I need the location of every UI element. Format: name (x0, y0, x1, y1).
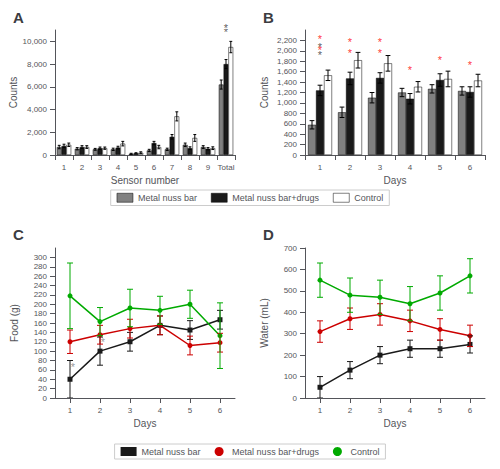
svg-text:3: 3 (378, 163, 383, 172)
svg-text:60: 60 (38, 365, 47, 374)
svg-text:Control: Control (354, 193, 383, 203)
svg-text:8,000: 8,000 (27, 60, 48, 69)
svg-text:0: 0 (293, 151, 298, 160)
svg-text:Days: Days (384, 175, 407, 186)
svg-text:5: 5 (134, 163, 139, 172)
svg-text:100: 100 (34, 347, 48, 356)
svg-text:400: 400 (284, 130, 298, 139)
svg-text:2,000: 2,000 (27, 128, 48, 137)
svg-text:9: 9 (206, 163, 211, 172)
svg-text:700: 700 (284, 244, 298, 253)
svg-text:0: 0 (293, 394, 298, 403)
svg-text:Counts: Counts (259, 77, 270, 109)
svg-text:*: * (438, 54, 443, 66)
svg-text:1,000: 1,000 (277, 98, 298, 107)
svg-text:5: 5 (438, 163, 443, 172)
svg-text:Water (mL): Water (mL) (259, 298, 270, 348)
svg-text:C: C (13, 226, 24, 243)
svg-text:600: 600 (284, 265, 298, 274)
svg-text:Days: Days (134, 418, 157, 429)
svg-text:1,400: 1,400 (277, 78, 298, 87)
svg-text:400: 400 (284, 308, 298, 317)
svg-text:200: 200 (34, 300, 48, 309)
svg-text:2,200: 2,200 (277, 36, 298, 45)
svg-text:2,000: 2,000 (277, 46, 298, 55)
svg-text:140: 140 (34, 328, 48, 337)
svg-text:6: 6 (468, 163, 473, 172)
svg-text:*: * (224, 22, 229, 34)
svg-text:100: 100 (284, 372, 298, 381)
svg-text:6: 6 (468, 406, 473, 415)
svg-text:4: 4 (158, 406, 163, 415)
svg-text:*: * (318, 44, 323, 56)
svg-text:Sensor number: Sensor number (111, 175, 180, 186)
svg-text:280: 280 (34, 262, 48, 271)
svg-text:5: 5 (438, 406, 443, 415)
svg-text:7: 7 (170, 163, 175, 172)
svg-text:Metal nuss bar+drugs: Metal nuss bar+drugs (232, 447, 319, 457)
svg-text:3: 3 (378, 406, 383, 415)
svg-text:10,000: 10,000 (23, 37, 48, 46)
svg-text:200: 200 (284, 351, 298, 360)
svg-text:1: 1 (62, 163, 67, 172)
svg-text:800: 800 (284, 109, 298, 118)
svg-text:6,000: 6,000 (27, 82, 48, 91)
svg-text:500: 500 (284, 286, 298, 295)
svg-text:1: 1 (318, 163, 323, 172)
svg-text:180: 180 (34, 309, 48, 318)
svg-text:1,200: 1,200 (277, 88, 298, 97)
svg-text:*: * (468, 59, 473, 71)
svg-text:300: 300 (284, 329, 298, 338)
svg-text:*: * (101, 336, 106, 348)
svg-text:4,000: 4,000 (27, 105, 48, 114)
svg-text:*: * (378, 47, 383, 59)
svg-text:2: 2 (80, 163, 85, 172)
svg-text:20: 20 (38, 384, 47, 393)
svg-text:1: 1 (68, 406, 73, 415)
svg-text:6: 6 (218, 406, 223, 415)
svg-text:Metal nuss bar: Metal nuss bar (138, 193, 197, 203)
svg-text:Total: Total (218, 163, 235, 172)
svg-text:6: 6 (152, 163, 157, 172)
svg-text:2: 2 (348, 163, 353, 172)
svg-text:2: 2 (348, 406, 353, 415)
svg-text:B: B (263, 9, 274, 26)
svg-text:3: 3 (128, 406, 133, 415)
svg-text:1: 1 (318, 406, 323, 415)
svg-text:*: * (408, 64, 413, 76)
svg-text:160: 160 (34, 319, 48, 328)
svg-text:8: 8 (188, 163, 193, 172)
svg-text:*: * (71, 361, 76, 373)
svg-text:4: 4 (116, 163, 121, 172)
svg-text:D: D (263, 226, 274, 243)
svg-text:240: 240 (34, 281, 48, 290)
svg-text:600: 600 (284, 119, 298, 128)
svg-text:1,800: 1,800 (277, 57, 298, 66)
svg-text:220: 220 (34, 290, 48, 299)
svg-text:5: 5 (188, 406, 193, 415)
svg-text:4: 4 (408, 406, 413, 415)
svg-text:Counts: Counts (8, 77, 19, 109)
svg-text:A: A (13, 9, 24, 26)
svg-text:Metal nuss bar+drugs: Metal nuss bar+drugs (232, 193, 319, 203)
svg-text:40: 40 (38, 375, 47, 384)
svg-text:*: * (348, 47, 353, 59)
svg-text:Food (g): Food (g) (9, 304, 20, 342)
svg-text:Control: Control (350, 447, 379, 457)
svg-text:260: 260 (34, 272, 48, 281)
svg-text:0: 0 (43, 394, 48, 403)
svg-text:Metal nuss bar: Metal nuss bar (142, 447, 201, 457)
svg-text:200: 200 (284, 140, 298, 149)
svg-text:4: 4 (408, 163, 413, 172)
svg-text:Days: Days (384, 418, 407, 429)
svg-text:1,600: 1,600 (277, 67, 298, 76)
svg-text:3: 3 (98, 163, 103, 172)
svg-text:80: 80 (38, 356, 47, 365)
svg-text:0: 0 (43, 151, 48, 160)
svg-text:2: 2 (98, 406, 103, 415)
svg-text:120: 120 (34, 337, 48, 346)
svg-text:300: 300 (34, 253, 48, 262)
